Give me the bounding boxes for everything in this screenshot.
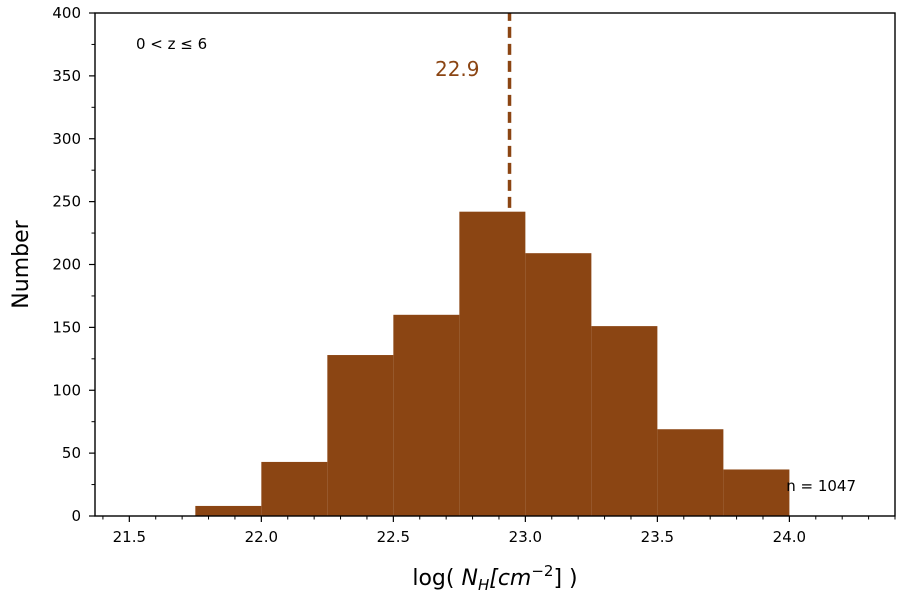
histogram-bar (195, 505, 262, 516)
median-label: 22.9 (435, 57, 480, 81)
histogram-bar (393, 314, 460, 516)
histogram-bars (195, 211, 790, 516)
x-axis-label-sub: H (478, 576, 489, 594)
y-tick-label: 150 (52, 318, 81, 336)
x-tick-label: 24.0 (773, 528, 806, 546)
x-axis-label-unit: [cm (489, 566, 531, 591)
x-tick-label: 23.5 (641, 528, 674, 546)
x-tick-label: 22.5 (377, 528, 410, 546)
x-axis-label-var: N (461, 566, 477, 591)
histogram-bar (657, 429, 724, 516)
histogram-bar (327, 355, 394, 516)
histogram-bar (261, 461, 328, 516)
y-axis-label: Number (9, 219, 34, 308)
y-tick-label: 400 (52, 4, 81, 22)
histogram-bar (723, 469, 790, 516)
x-axis-label-prefix: log( (412, 566, 461, 591)
sample-count-annotation: n = 1047 (786, 477, 856, 495)
x-axis-label-suffix: ] ) (553, 566, 577, 591)
x-axis: 21.5 22.0 22.5 23.0 23.5 24.0 (102, 516, 896, 546)
y-tick-label: 250 (52, 193, 81, 211)
histogram-bar (525, 253, 592, 516)
x-axis-label: log( NH[cm−2] ) (412, 562, 577, 594)
x-tick-label: 23.0 (509, 528, 542, 546)
redshift-range-annotation: 0 < z ≤ 6 (136, 35, 207, 53)
y-tick-label: 200 (52, 256, 81, 274)
x-axis-label-sup: −2 (531, 562, 553, 580)
x-tick-label: 21.5 (113, 528, 146, 546)
y-tick-label: 0 (71, 507, 81, 525)
histogram-bar (591, 326, 658, 516)
y-tick-label: 350 (52, 67, 81, 85)
y-tick-label: 50 (62, 444, 81, 462)
y-tick-label: 100 (52, 381, 81, 399)
y-axis: 0 50 100 150 200 250 300 350 400 (52, 4, 95, 525)
histogram-bar (459, 211, 526, 516)
y-tick-label: 300 (52, 130, 81, 148)
median-marker: 22.9 (435, 13, 512, 208)
x-tick-label: 22.0 (245, 528, 278, 546)
